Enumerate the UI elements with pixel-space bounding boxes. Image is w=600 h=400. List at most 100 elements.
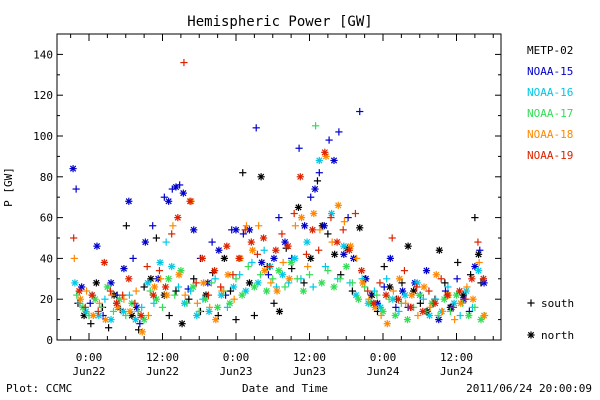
data-point-noaa-16-north	[131, 316, 140, 324]
data-point-noaa-17-north	[354, 295, 363, 303]
data-point-noaa-19-north	[186, 197, 194, 205]
data-point-noaa-18-north	[199, 279, 208, 287]
data-point-noaa-16-south	[248, 258, 256, 267]
legend-item-noaa-15: NOAA-15	[527, 65, 573, 78]
data-point-noaa-15-north	[93, 242, 101, 250]
data-point-metp-02-north	[331, 250, 339, 258]
data-point-noaa-18-north	[383, 320, 391, 328]
data-point-noaa-17-north	[103, 283, 111, 291]
data-point-noaa-16-north	[303, 238, 311, 246]
data-point-noaa-16-north	[156, 258, 164, 267]
data-point-noaa-16-north	[413, 279, 421, 287]
data-point-noaa-19-south	[266, 262, 274, 271]
data-point-noaa-19-north	[198, 254, 206, 262]
data-point-noaa-16-north	[95, 311, 103, 320]
data-point-noaa-15-south	[465, 307, 473, 316]
data-point-noaa-15-south	[264, 271, 273, 279]
data-point-noaa-17-north	[318, 279, 326, 287]
data-point-noaa-19-north	[247, 238, 255, 246]
legend-item-noaa-17: NOAA-17	[527, 107, 573, 120]
data-point-noaa-19-north	[223, 242, 231, 250]
data-point-noaa-16-north	[401, 291, 409, 299]
data-point-noaa-15-north	[340, 250, 348, 258]
data-point-noaa-18-south	[340, 218, 349, 226]
marker-legend-symbol-south	[527, 299, 535, 307]
data-point-noaa-17-south	[195, 307, 203, 316]
data-point-noaa-19-south	[131, 299, 139, 307]
data-point-noaa-15-south	[325, 136, 333, 144]
y-tick-label: 140	[33, 48, 53, 61]
data-point-noaa-19-north	[468, 275, 476, 283]
data-point-noaa-18-south	[169, 222, 177, 230]
data-point-noaa-17-north	[165, 275, 173, 283]
data-point-noaa-18-north	[138, 328, 146, 336]
data-point-noaa-16-south	[395, 307, 403, 316]
data-point-metp-02-south	[165, 311, 173, 320]
data-point-noaa-19-north	[100, 258, 108, 267]
marker-legend-symbol-north	[527, 331, 535, 339]
data-point-noaa-15-north	[232, 226, 240, 234]
y-tick-label: 120	[33, 89, 53, 102]
data-point-noaa-15-north	[362, 275, 370, 283]
data-point-noaa-19-south	[474, 238, 482, 246]
data-point-noaa-16-south	[444, 283, 452, 291]
data-point-noaa-15-south	[239, 230, 247, 238]
data-point-noaa-17-north	[391, 311, 399, 320]
y-tick-label: 100	[33, 130, 53, 143]
data-point-noaa-16-south	[309, 283, 317, 291]
data-point-noaa-19-south	[119, 291, 127, 299]
data-point-metp-02-north	[356, 224, 364, 232]
marker-legend-label-south: south	[541, 297, 574, 310]
data-point-noaa-16-north	[217, 291, 225, 299]
data-point-noaa-16-north	[315, 156, 323, 165]
data-point-noaa-16-south	[321, 262, 330, 271]
data-point-noaa-18-north	[89, 311, 97, 320]
data-point-noaa-19-north	[149, 291, 157, 299]
data-point-noaa-16-south	[138, 303, 146, 311]
data-point-noaa-15-north	[258, 258, 266, 267]
data-point-metp-02-north	[147, 275, 155, 283]
data-point-noaa-15-north	[435, 316, 443, 324]
data-point-noaa-17-north	[214, 303, 222, 311]
data-point-noaa-17-south	[348, 279, 356, 287]
data-point-noaa-19-north	[345, 246, 353, 254]
data-point-noaa-18-north	[480, 311, 488, 320]
data-point-metp-02-south	[152, 234, 160, 242]
data-point-noaa-19-north	[284, 242, 292, 250]
data-point-noaa-17-north	[330, 283, 338, 291]
data-point-noaa-16-north	[425, 311, 434, 320]
data-point-metp-02-north	[435, 246, 443, 254]
data-point-noaa-17-south	[244, 262, 252, 271]
data-point-noaa-18-north	[408, 291, 416, 299]
plot-timestamp: 2011/06/24 20:00:09	[466, 382, 592, 395]
data-point-noaa-15-south	[335, 128, 343, 136]
chart-title: Hemispheric Power [GW]	[187, 14, 372, 30]
data-point-metp-02-south	[471, 214, 479, 222]
data-point-noaa-16-south	[272, 283, 281, 291]
data-point-noaa-18-south	[426, 303, 434, 311]
data-point-noaa-17-north	[440, 295, 448, 303]
data-point-noaa-15-north	[190, 226, 198, 234]
data-point-noaa-17-south	[158, 303, 167, 311]
data-point-noaa-16-north	[340, 242, 348, 250]
data-point-noaa-19-north	[455, 287, 464, 295]
data-point-noaa-15-north	[165, 197, 173, 205]
data-point-noaa-16-south	[125, 291, 134, 299]
data-point-noaa-17-north	[477, 316, 485, 324]
data-point-noaa-17-north	[189, 283, 197, 291]
data-point-noaa-15-north	[422, 267, 431, 275]
data-point-noaa-16-south	[236, 271, 244, 279]
data-point-noaa-19-south	[302, 250, 311, 258]
data-point-metp-02-south	[226, 287, 235, 295]
data-point-noaa-19-south	[425, 287, 433, 295]
data-point-noaa-17-south	[446, 307, 454, 316]
data-point-metp-02-south	[185, 295, 193, 303]
plot-frame	[56, 33, 502, 341]
marker-legend: south north	[527, 297, 574, 342]
data-point-noaa-15-south	[149, 222, 157, 230]
data-point-noaa-16-north	[193, 311, 201, 320]
data-point-noaa-15-south	[295, 144, 303, 152]
data-point-noaa-18-south	[279, 258, 287, 267]
data-point-noaa-19-south	[180, 58, 188, 67]
